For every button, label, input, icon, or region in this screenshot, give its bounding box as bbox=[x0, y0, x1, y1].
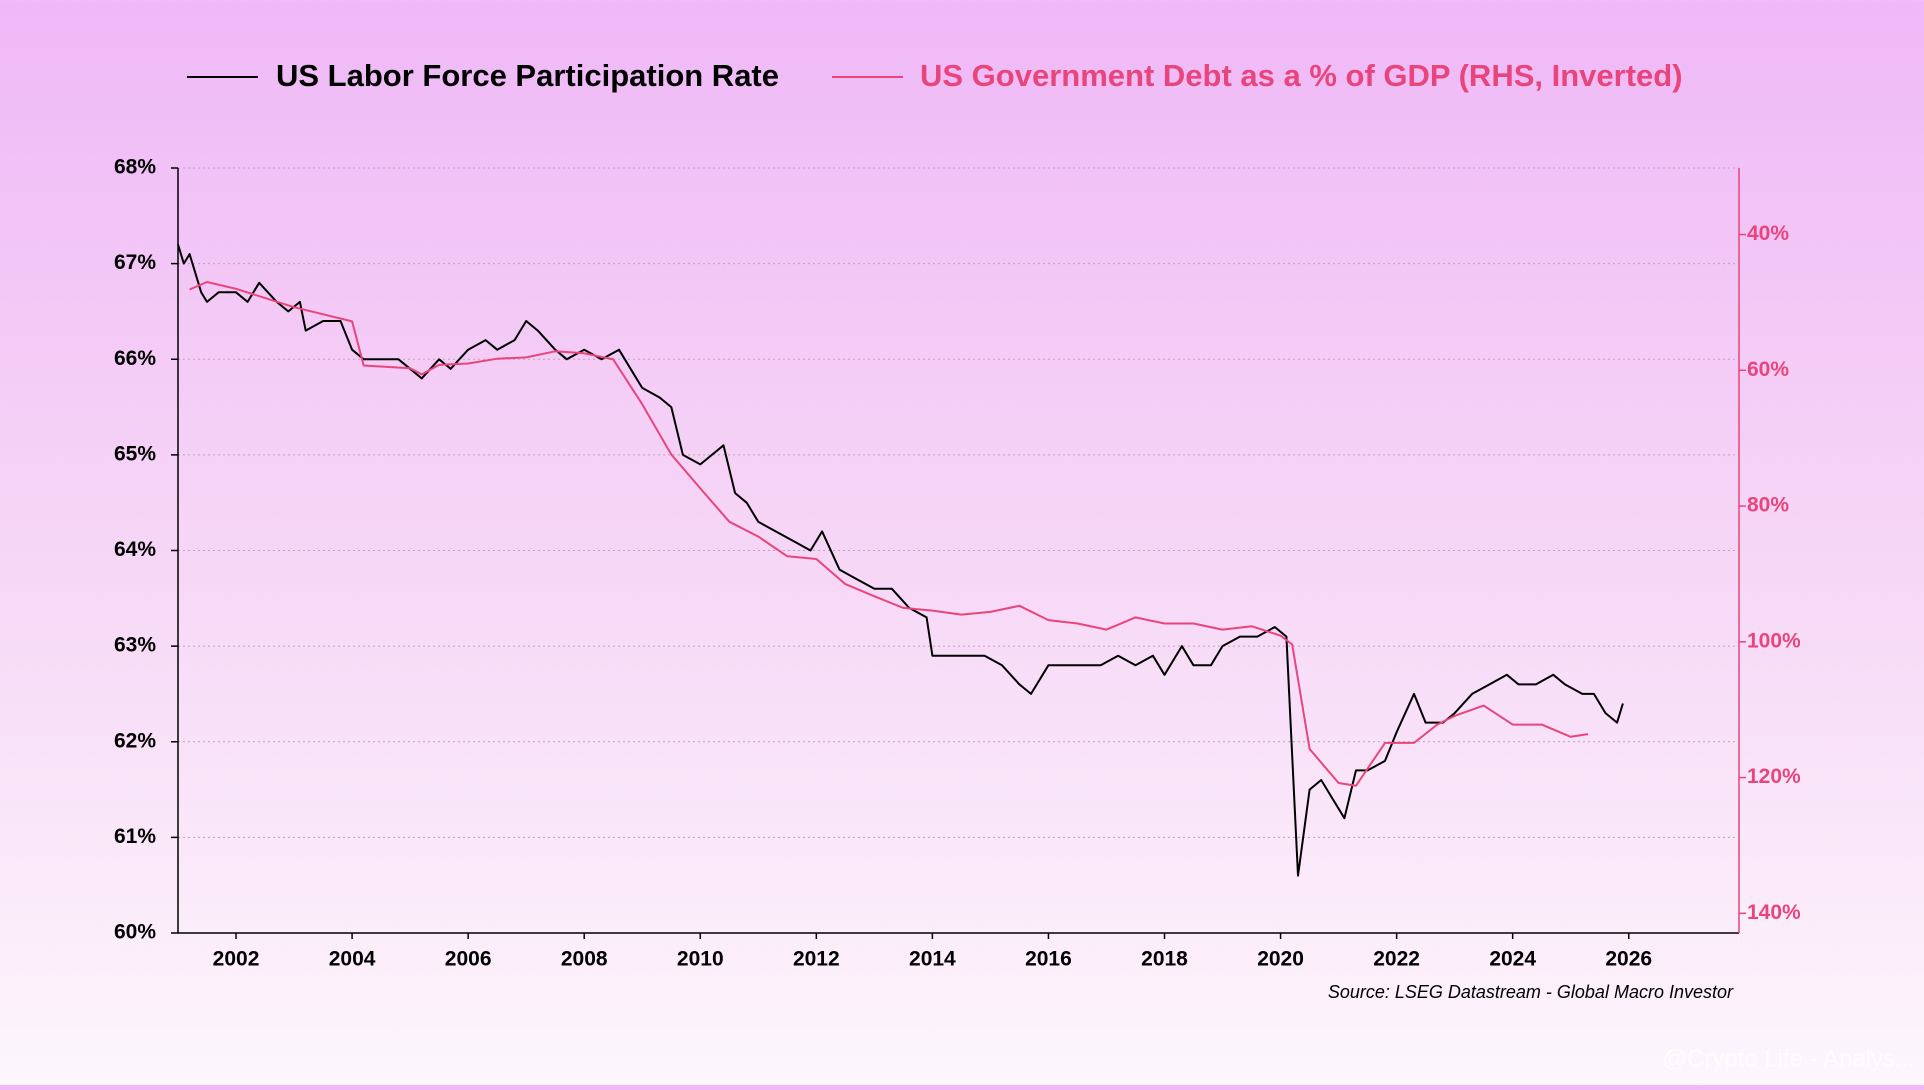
y-tick-label: 61% bbox=[114, 825, 156, 848]
x-tick-label: 2012 bbox=[793, 948, 840, 971]
y2-tick-label: 120% bbox=[1747, 765, 1801, 788]
x-tick-label: 2026 bbox=[1605, 948, 1652, 971]
y2-tick-label: 140% bbox=[1747, 901, 1801, 924]
y-tick-label: 60% bbox=[114, 921, 156, 944]
y2-tick-label: 60% bbox=[1747, 358, 1789, 381]
y-tick-label: 67% bbox=[114, 251, 156, 274]
x-tick-label: 2008 bbox=[561, 948, 608, 971]
legend-label: US Labor Force Participation Rate bbox=[276, 58, 779, 93]
y-tick-label: 65% bbox=[114, 442, 156, 465]
x-tick-label: 2020 bbox=[1257, 948, 1304, 971]
y2-tick-label: 40% bbox=[1747, 222, 1789, 245]
x-tick-label: 2014 bbox=[909, 948, 956, 971]
x-tick-label: 2018 bbox=[1141, 948, 1188, 971]
source-note: Source: LSEG Datastream - Global Macro I… bbox=[1328, 982, 1734, 1002]
x-tick-label: 2004 bbox=[329, 948, 376, 971]
x-tick-label: 2022 bbox=[1373, 948, 1420, 971]
x-tick-label: 2002 bbox=[213, 948, 260, 971]
y-tick-label: 66% bbox=[114, 347, 156, 370]
series-line bbox=[177, 244, 1624, 877]
y-tick-label: 63% bbox=[114, 634, 156, 657]
y-tick-label: 64% bbox=[114, 538, 156, 561]
x-tick-label: 2010 bbox=[677, 948, 724, 971]
x-tick-label: 2006 bbox=[445, 948, 492, 971]
legend-label: US Government Debt as a % of GDP (RHS, I… bbox=[920, 58, 1683, 93]
y-tick-label: 62% bbox=[114, 729, 156, 752]
watermark: @Crypto Life - Analys... bbox=[1663, 1045, 1915, 1072]
x-tick-label: 2016 bbox=[1025, 948, 1072, 971]
series-line bbox=[189, 281, 1589, 787]
y2-tick-label: 100% bbox=[1747, 629, 1801, 652]
x-tick-label: 2024 bbox=[1489, 948, 1536, 971]
y2-tick-label: 80% bbox=[1747, 494, 1789, 517]
y-tick-label: 68% bbox=[114, 156, 156, 179]
